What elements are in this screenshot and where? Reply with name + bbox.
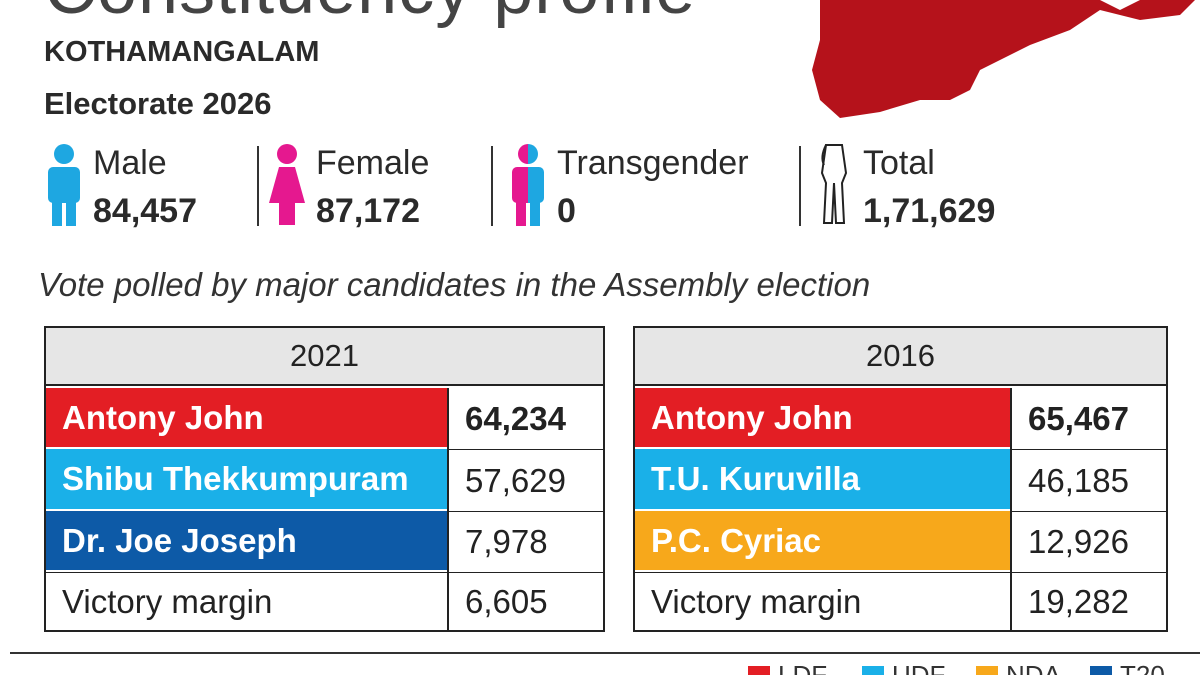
separator	[491, 146, 493, 226]
stat-value: 87,172	[316, 192, 420, 230]
icon	[512, 144, 544, 226]
stat-value: 84,457	[93, 192, 197, 230]
votes: 65,467	[1010, 388, 1166, 449]
stat-label: Male	[93, 144, 167, 182]
legend-label: UDF	[892, 660, 946, 675]
stat-label: Total	[863, 144, 935, 182]
legend-label: LDF	[778, 660, 828, 675]
votes: 46,185	[1010, 449, 1166, 511]
table-year: 2021	[46, 328, 603, 386]
votes: 6,605	[447, 572, 603, 630]
bottom-rule	[10, 652, 1200, 654]
table-year: 2016	[635, 328, 1166, 386]
votes: 64,234	[447, 388, 603, 449]
electorate-label: Electorate 2026	[44, 86, 272, 121]
candidate-name: Antony John	[46, 388, 447, 449]
results-table: 2016 Antony John 65,467 T.U. Kuruvilla 46,18…	[633, 326, 1168, 632]
legend-label: NDA	[1006, 660, 1061, 675]
candidate-name: Victory margin	[46, 572, 447, 630]
stat-label: Female	[316, 144, 430, 182]
stat-value: 0	[557, 192, 576, 230]
separator	[799, 146, 801, 226]
separator	[257, 146, 259, 226]
votes: 12,926	[1010, 511, 1166, 572]
candidate-name: Victory margin	[635, 572, 1010, 630]
legend-swatch	[976, 666, 998, 675]
candidate-name: Antony John	[635, 388, 1010, 449]
candidate-name: Dr. Joe Joseph	[46, 511, 447, 572]
candidate-name: P.C. Cyriac	[635, 511, 1010, 572]
icon	[269, 144, 305, 225]
icon	[820, 144, 848, 224]
icon	[48, 144, 80, 226]
candidate-name: T.U. Kuruvilla	[635, 449, 1010, 511]
results-table: 2021 Antony John 64,234 Shibu Thekkumpuram 5…	[44, 326, 605, 632]
map-shape	[812, 0, 1195, 118]
legend-swatch	[748, 666, 770, 675]
votes: 57,629	[447, 449, 603, 511]
stat-label: Transgender	[557, 144, 749, 182]
votes: 7,978	[447, 511, 603, 572]
legend-swatch	[862, 666, 884, 675]
candidate-name: Shibu Thekkumpuram	[46, 449, 447, 511]
legend-label: T20	[1120, 660, 1165, 675]
stat-value: 1,71,629	[863, 192, 996, 230]
constituency: KOTHAMANGALAM	[44, 36, 320, 68]
votes: 19,282	[1010, 572, 1166, 630]
subtitle: Vote polled by major candidates in the A…	[38, 266, 871, 303]
title: Constituency profile	[44, 0, 696, 30]
legend-swatch	[1090, 666, 1112, 675]
